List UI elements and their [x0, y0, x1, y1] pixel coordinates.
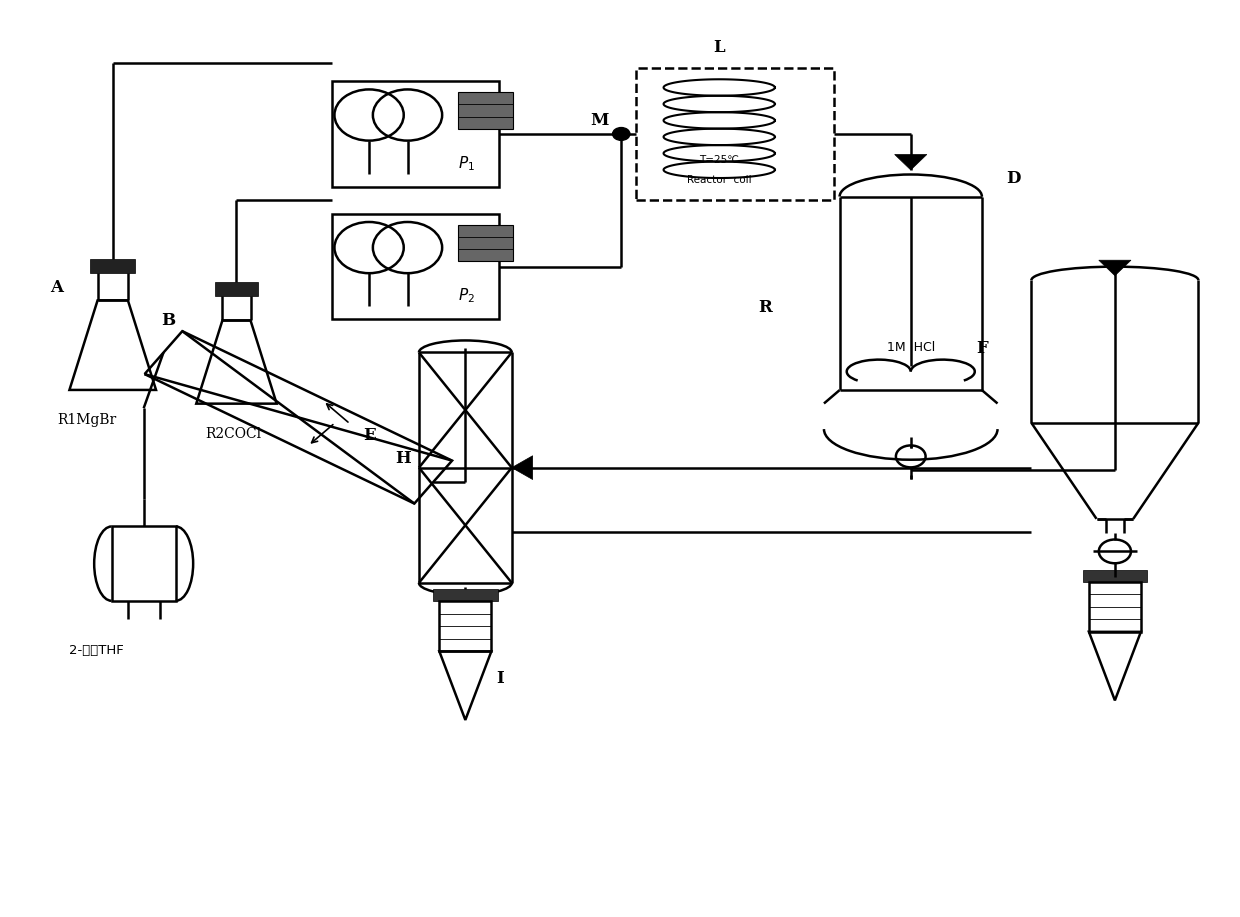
Text: B: B — [161, 312, 176, 329]
Text: H: H — [396, 450, 412, 467]
Text: R1MgBr: R1MgBr — [57, 413, 117, 426]
Text: E: E — [363, 427, 376, 444]
Text: Reactor  coil: Reactor coil — [687, 175, 751, 185]
Text: I: I — [496, 670, 503, 688]
Bar — [332, 214, 500, 319]
Text: A: A — [51, 279, 63, 296]
Text: M: M — [590, 112, 609, 128]
Circle shape — [613, 127, 630, 140]
Bar — [458, 225, 513, 261]
Text: $P_1$: $P_1$ — [458, 154, 475, 172]
Bar — [439, 602, 491, 651]
Bar — [458, 92, 513, 128]
Text: R2COCl: R2COCl — [206, 426, 262, 440]
Text: $P_2$: $P_2$ — [458, 287, 475, 305]
Polygon shape — [1099, 260, 1131, 276]
Text: T=25℃: T=25℃ — [699, 156, 739, 165]
Bar — [433, 590, 497, 602]
Bar — [332, 82, 500, 186]
Bar — [1089, 581, 1141, 632]
Bar — [215, 282, 258, 296]
Text: 2-甲基THF: 2-甲基THF — [69, 644, 124, 657]
Text: L: L — [713, 39, 725, 56]
Bar — [91, 260, 135, 273]
Bar — [1083, 569, 1147, 581]
Text: F: F — [976, 340, 988, 358]
Text: R: R — [759, 299, 773, 316]
Polygon shape — [895, 154, 926, 170]
Polygon shape — [512, 456, 533, 480]
Text: 1M  HCl: 1M HCl — [887, 341, 935, 354]
Bar — [112, 526, 176, 601]
Text: D: D — [1007, 171, 1021, 187]
Bar — [636, 68, 835, 200]
